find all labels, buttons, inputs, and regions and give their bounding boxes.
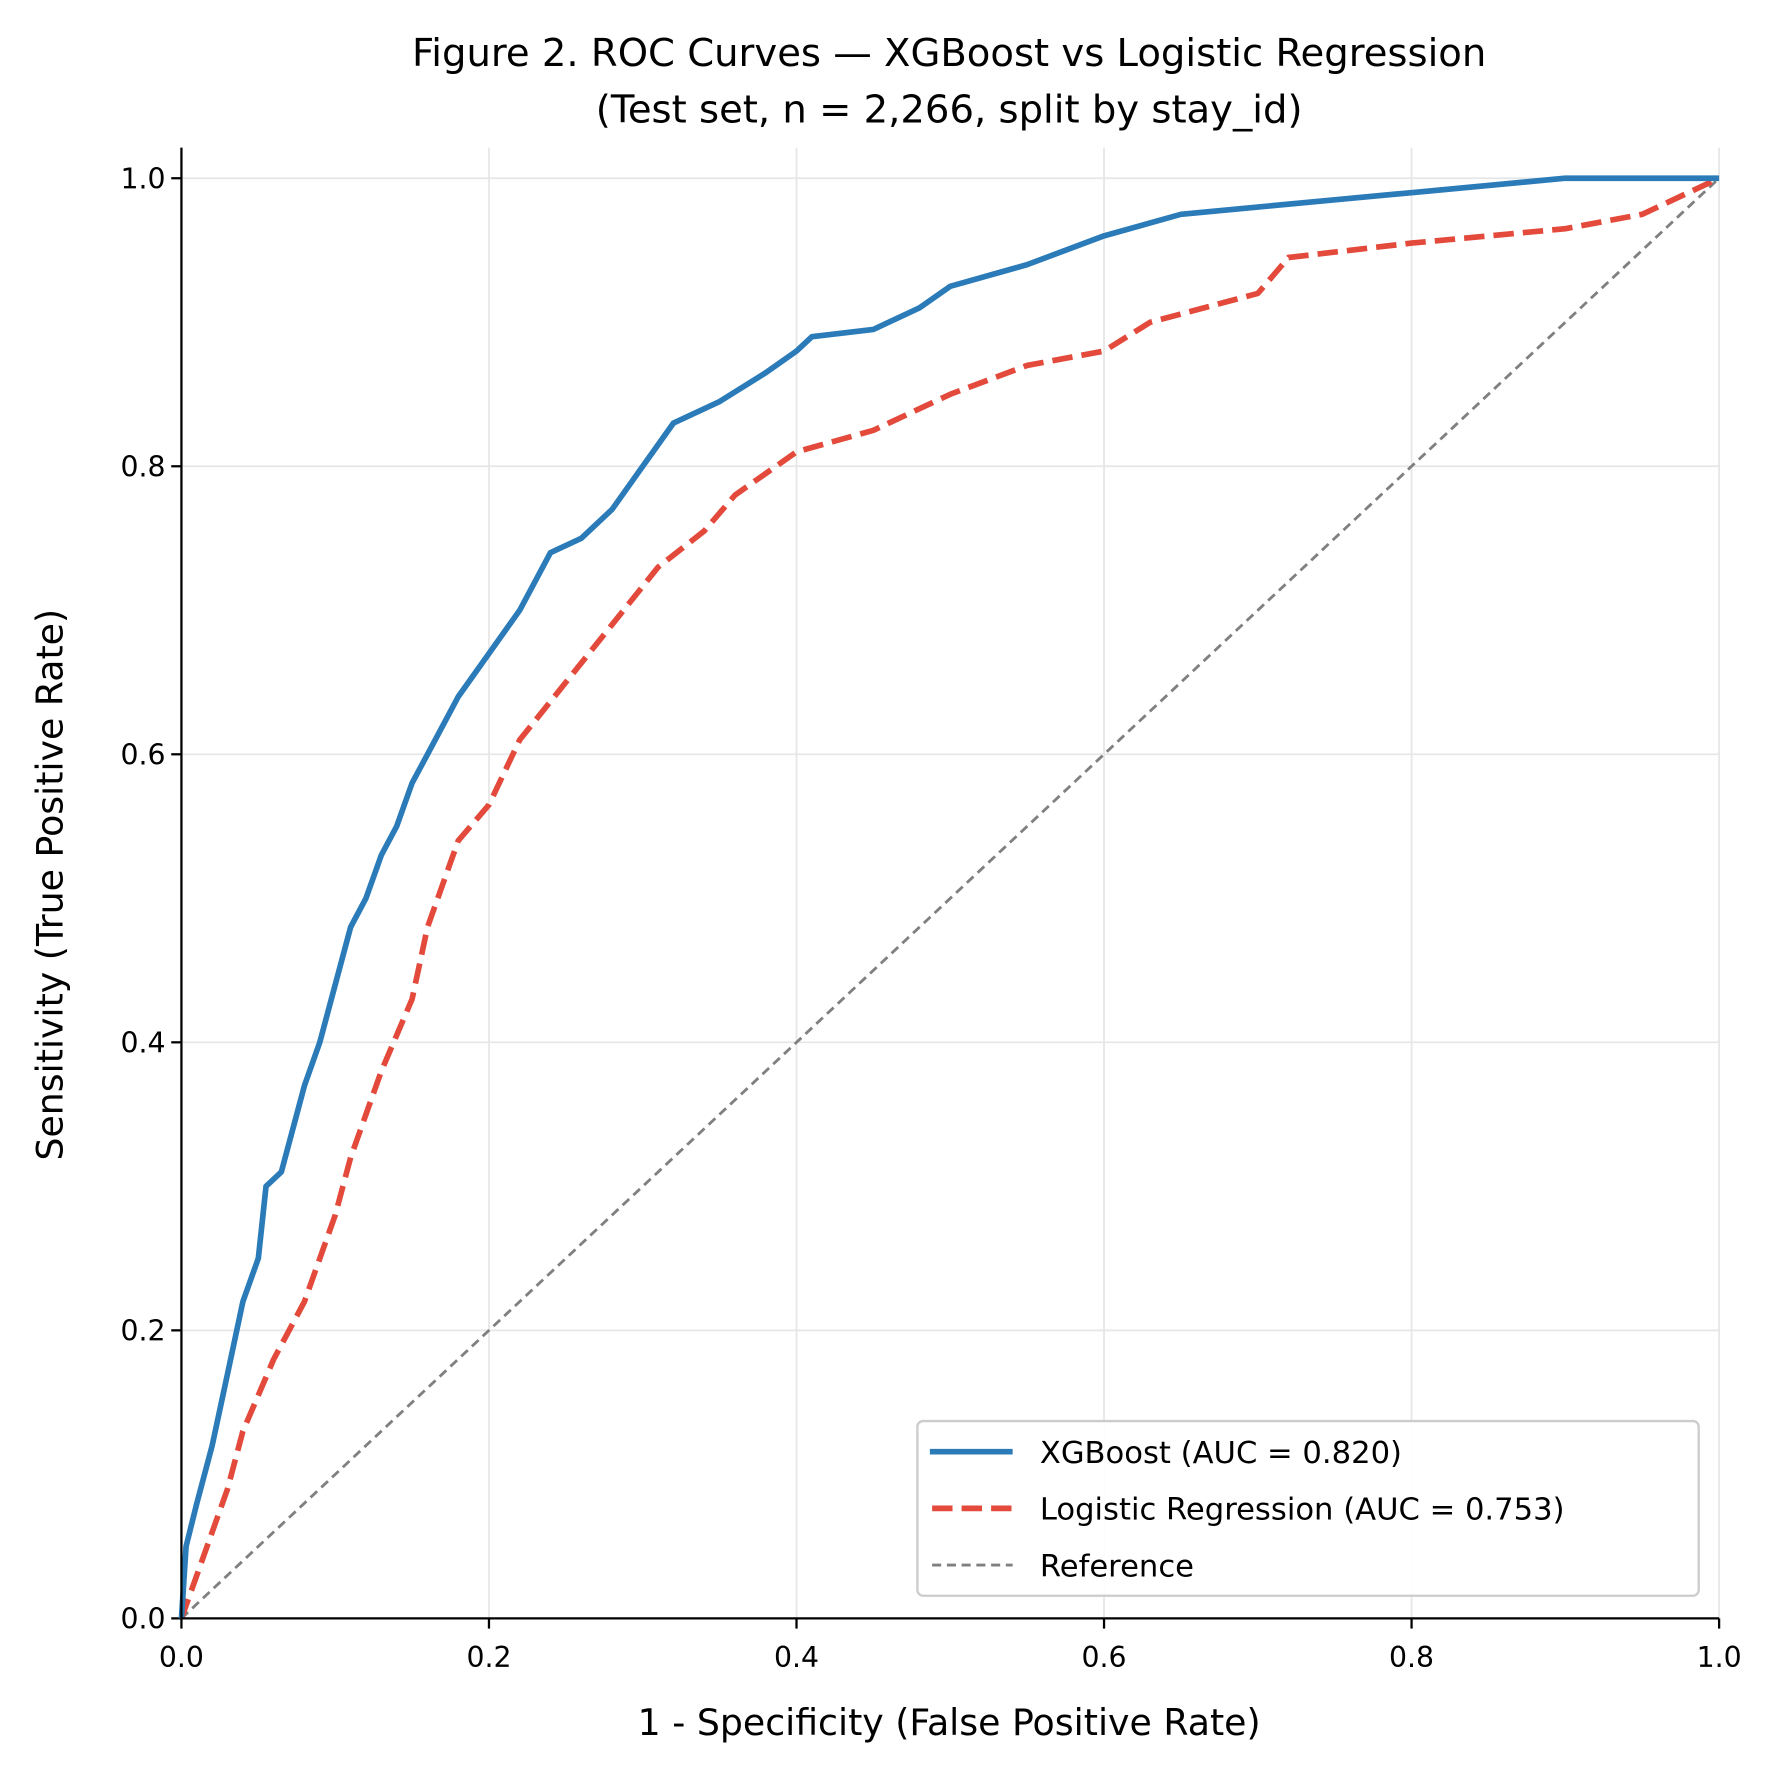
legend-label-xgboost: XGBoost (AUC = 0.820): [1040, 1436, 1402, 1471]
series-lines: [178, 175, 1721, 1620]
x-axis-label: 1 - Specificity (False Positive Rate): [638, 1701, 1261, 1744]
x-tick-label: 1.0: [1697, 1641, 1742, 1674]
y-tick-label: 0.6: [120, 738, 165, 771]
series-line-logistic-regression: [178, 175, 1721, 1620]
x-tick-label: 0.4: [774, 1641, 819, 1674]
y-tick-label: 0.2: [120, 1315, 165, 1348]
series-line-reference: [180, 177, 1721, 1620]
series-line-xgboost: [178, 175, 1720, 1619]
x-tick-label: 0.6: [1082, 1641, 1127, 1674]
legend: XGBoost (AUC = 0.820) Logistic Regressio…: [916, 1419, 1700, 1597]
y-tick-label: 0.8: [120, 450, 165, 483]
ticks: 0.0 0.2 0.4 0.6 0.8 1.0 0.0 0.2 0.4 0.6 0.8 1.0: [120, 162, 1741, 1674]
grid: [180, 147, 1720, 1620]
x-tick-label: 0.2: [466, 1641, 511, 1674]
y-tick-label: 0.4: [120, 1027, 165, 1060]
legend-label-reference: Reference: [1040, 1549, 1194, 1584]
y-tick-label: 1.0: [120, 162, 165, 195]
y-tick-label: 0.0: [120, 1603, 165, 1636]
legend-label-logistic: Logistic Regression (AUC = 0.753): [1040, 1493, 1565, 1528]
x-tick-label: 0.8: [1389, 1641, 1434, 1674]
legend-box: [916, 1419, 1700, 1597]
chart-subtitle: (Test set, n = 2,266, split by stay_id): [596, 88, 1303, 133]
chart-title: Figure 2. ROC Curves — XGBoost vs Logist…: [412, 31, 1486, 76]
x-tick-label: 0.0: [159, 1641, 204, 1674]
y-axis-label: Sensitivity (True Positive Rate): [28, 609, 71, 1161]
